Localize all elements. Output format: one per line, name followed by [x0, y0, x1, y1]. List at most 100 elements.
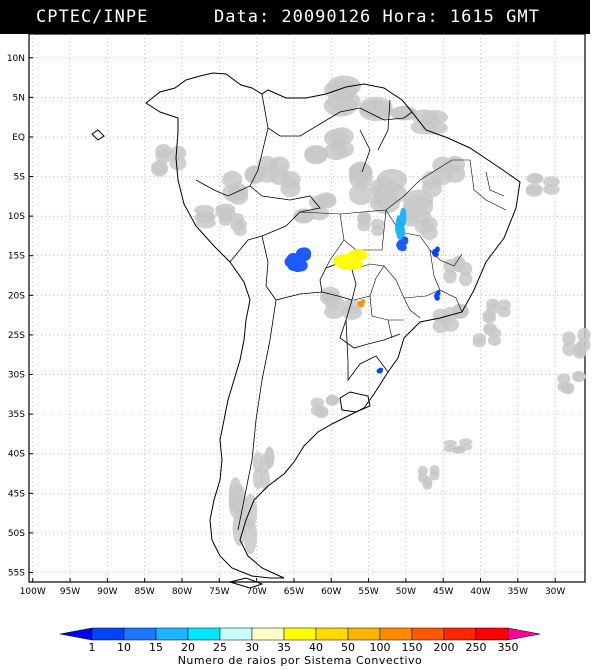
cloud-patch — [443, 445, 457, 453]
cloud-patch — [577, 327, 591, 343]
gulf-islands — [91, 129, 371, 589]
colorbar-label: 250 — [466, 641, 487, 654]
lon-tick-label: 50W — [396, 587, 416, 597]
cloud-patch — [330, 140, 354, 158]
cloud-patch — [308, 195, 329, 210]
storm-blob — [436, 290, 441, 296]
storm-blob — [346, 259, 363, 270]
cloud-patch — [421, 179, 442, 198]
lon-tick-label: 30W — [545, 587, 565, 597]
colorbar-label: 50 — [341, 641, 355, 654]
cloud-patch — [357, 213, 371, 224]
cloud-patch — [543, 184, 560, 195]
storm-blob — [395, 219, 401, 235]
cloud-patch — [280, 179, 301, 198]
storm-blob — [378, 369, 383, 374]
storm-minas — [434, 289, 441, 301]
cloud-patch — [414, 209, 432, 224]
lat-tick-label: 35S — [8, 410, 25, 420]
lon-tick-label: 90W — [97, 587, 117, 597]
colorbar-label: 20 — [181, 641, 195, 654]
storm-blob — [401, 236, 408, 244]
cloud-patch — [359, 96, 393, 119]
cloud-patch — [243, 518, 258, 555]
lat-tick-label: 20S — [8, 291, 25, 301]
storm-blob — [333, 256, 350, 267]
lon-tick-label: 60W — [321, 587, 341, 597]
storm-blob — [396, 241, 403, 249]
colorbar-label: 100 — [370, 641, 391, 654]
cloud-patch — [370, 225, 385, 237]
lat-tick-label: 10N — [7, 54, 25, 64]
lat-tick-label: 5S — [14, 173, 26, 183]
cloud-patch — [458, 271, 473, 287]
cloud-patch — [458, 438, 473, 446]
cloud-patch — [562, 341, 576, 357]
colorbar: 1 10 15 20 25 30 35 40 50 100 150 200 250 350 — [59, 627, 541, 654]
south-america-coastline — [145, 72, 521, 579]
cloud-patch — [543, 176, 560, 187]
cloud-patch — [572, 370, 586, 382]
colorbar-label: 350 — [498, 641, 519, 654]
cloud-patch — [169, 146, 187, 161]
cloud-cover — [150, 75, 591, 555]
lon-tick-label: 35W — [508, 587, 528, 597]
storm-para-south — [395, 207, 407, 241]
cloud-patch — [348, 183, 373, 206]
storm-blob — [435, 295, 440, 301]
colorbar-swatch — [155, 627, 189, 641]
cloud-patch — [195, 211, 216, 222]
title-bar: CPTEC/INPE Data: 20090126 Hora: 1615 GMT — [0, 0, 590, 34]
graticule — [29, 34, 585, 582]
storm-blob — [399, 208, 406, 224]
lat-tick-label: 55S — [8, 568, 25, 578]
lat-tick-label: 10S — [8, 212, 25, 222]
cloud-patch — [451, 303, 469, 318]
source-label: CPTEC/INPE — [36, 7, 149, 27]
lat-tick-label: 15S — [8, 252, 25, 262]
lat-tick-label: 5N — [13, 93, 25, 103]
cloud-patch — [472, 333, 487, 344]
storm-mato-grosso-sul — [357, 299, 366, 308]
colorbar-swatch — [379, 627, 413, 641]
colorbar-label: 25 — [213, 641, 227, 654]
cloud-patch — [557, 373, 571, 385]
lightning-storm-cells — [284, 207, 441, 374]
colorbar-swatch — [475, 627, 509, 641]
cloud-patch — [222, 183, 243, 202]
cloud-patch — [557, 381, 571, 393]
colorbar-label: 200 — [434, 641, 455, 654]
cloud-patch — [487, 335, 502, 346]
colorbar-swatch — [91, 627, 125, 641]
lat-tick-label: 30S — [8, 371, 25, 381]
storm-blob — [434, 251, 439, 257]
cloud-patch — [497, 299, 511, 311]
storm-rio-grande-sul — [376, 367, 383, 374]
axis-labels: 10N 5N EQ 5S 10S 15S 20S 25S 30S 35S 40S 45S 50S 55S 1… — [7, 54, 566, 597]
cloud-patch — [233, 225, 247, 237]
cloud-patch — [483, 324, 497, 336]
datetime-label: Data: 20090126 Hora: 1615 GMT — [214, 7, 540, 27]
cloud-patch — [230, 213, 244, 224]
lat-tick-label: 40S — [8, 450, 25, 460]
cloud-patch — [410, 109, 438, 124]
storm-blob — [347, 249, 365, 260]
cloud-patch — [577, 337, 591, 353]
lat-tick-label: 45S — [8, 489, 25, 499]
storm-blob — [284, 255, 298, 268]
cloud-patch — [526, 173, 544, 185]
cloud-patch — [327, 75, 362, 97]
cloud-patch — [232, 510, 246, 547]
cloud-patch — [432, 156, 453, 175]
cloud-patch — [325, 395, 340, 406]
storm-goias — [396, 236, 409, 252]
storm-blob — [400, 243, 407, 251]
lon-tick-label: 85W — [134, 587, 154, 597]
colorbar-label: 30 — [245, 641, 259, 654]
lon-tick-label: 70W — [246, 587, 266, 597]
cloud-patch — [482, 310, 496, 321]
storm-blob — [295, 247, 310, 260]
lon-tick-label: 40W — [470, 587, 490, 597]
lat-tick-label: 25S — [8, 331, 25, 341]
